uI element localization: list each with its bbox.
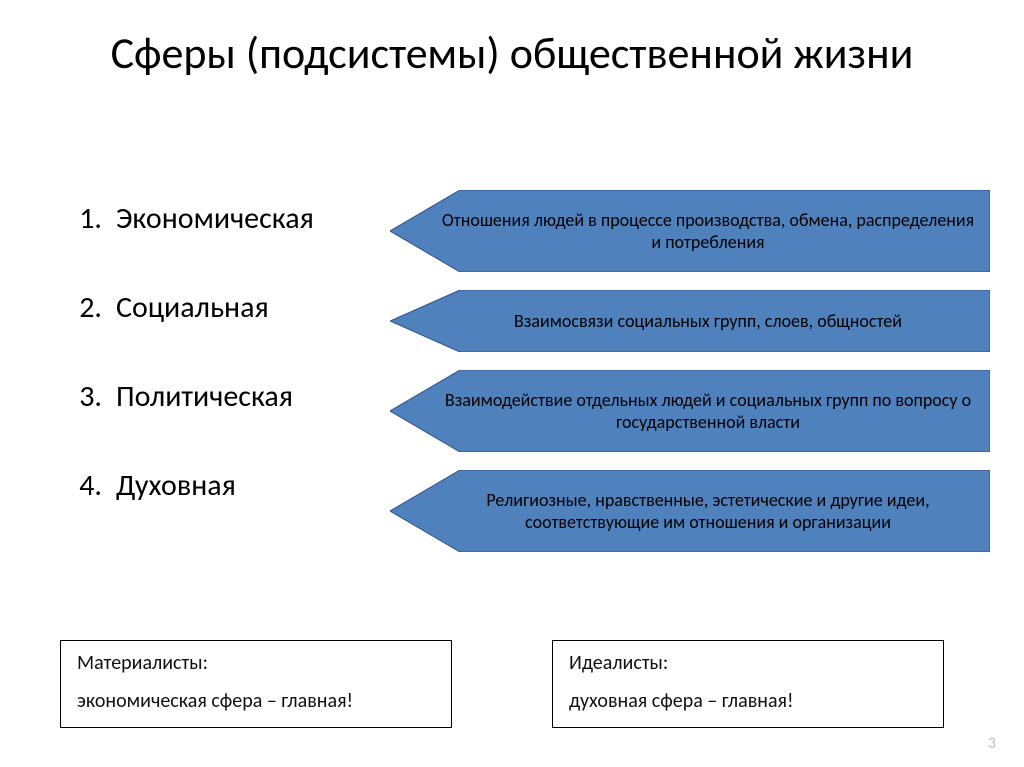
list-number: 1.: [70, 200, 116, 237]
callout-text: Религиозные, нравственные, эстетические …: [440, 489, 976, 534]
box-line1: Материалисты:: [77, 651, 435, 675]
list-number: 4.: [70, 467, 116, 504]
box-line2: экономическая сфера – главная!: [77, 689, 435, 713]
list-item: 4. Духовная: [70, 467, 314, 504]
page-number: 3: [988, 734, 996, 753]
callout-arrow: Религиозные, нравственные, эстетические …: [390, 470, 990, 552]
bottom-boxes: Материалисты: экономическая сфера – глав…: [60, 640, 944, 728]
idealists-box: Идеалисты: духовная сфера – главная!: [552, 640, 944, 728]
callout-column: Отношения людей в процессе производства,…: [390, 190, 990, 570]
list-number: 2.: [70, 289, 116, 326]
callout-text: Взаимодействие отдельных людей и социаль…: [440, 389, 976, 434]
list-item: 2. Социальная: [70, 289, 314, 326]
list-label: Социальная: [116, 289, 269, 326]
box-line2: духовная сфера – главная!: [569, 689, 927, 713]
callout-arrow: Взаимодействие отдельных людей и социаль…: [390, 370, 990, 452]
slide: Сферы (подсистемы) общественной жизни 1.…: [0, 0, 1024, 767]
list-label: Политическая: [116, 378, 293, 415]
list-item: 1. Экономическая: [70, 200, 314, 237]
materialists-box: Материалисты: экономическая сфера – глав…: [60, 640, 452, 728]
callout-arrow: Взаимосвязи социальных групп, слоев, общ…: [390, 290, 990, 352]
sphere-list: 1. Экономическая 2. Социальная 3. Полити…: [70, 200, 314, 556]
callout-arrow: Отношения людей в процессе производства,…: [390, 190, 990, 272]
callout-text: Взаимосвязи социальных групп, слоев, общ…: [514, 310, 902, 333]
callout-text: Отношения людей в процессе производства,…: [440, 209, 976, 254]
list-label: Духовная: [116, 467, 236, 504]
list-number: 3.: [70, 378, 116, 415]
list-label: Экономическая: [116, 200, 314, 237]
list-item: 3. Политическая: [70, 378, 314, 415]
box-line1: Идеалисты:: [569, 651, 927, 675]
slide-title: Сферы (подсистемы) общественной жизни: [0, 0, 1024, 79]
